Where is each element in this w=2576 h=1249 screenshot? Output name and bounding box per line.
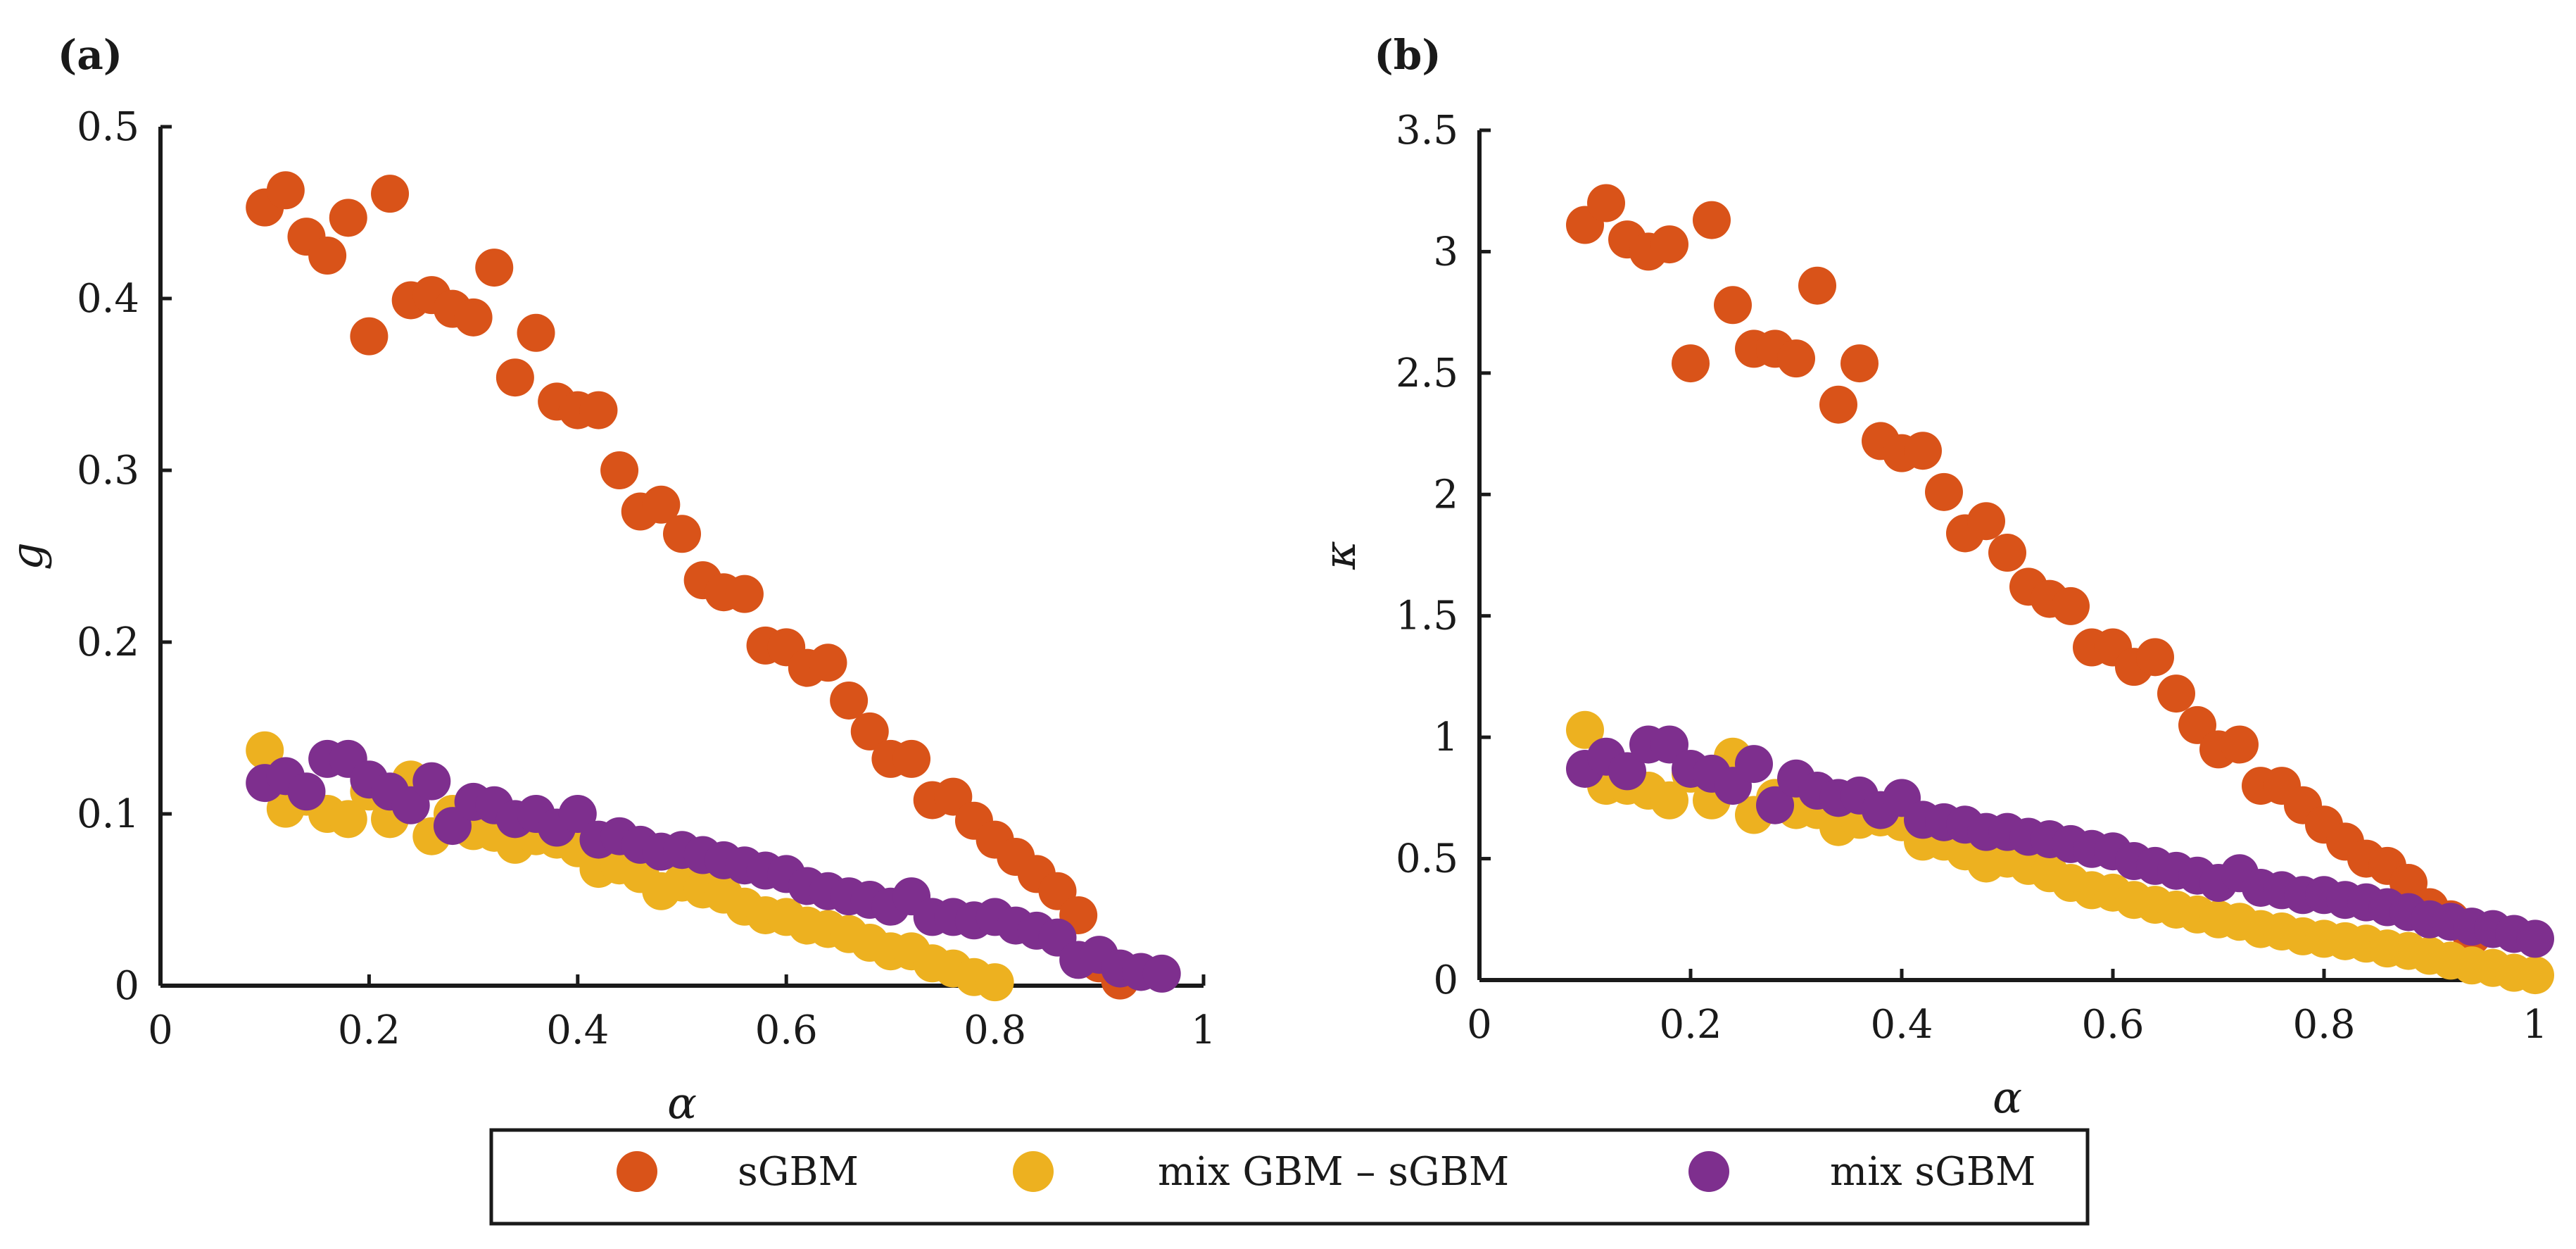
y-tick-label: 1.5 [1396,594,1458,639]
data-point-sgbm [2221,725,2259,764]
data-point-sgbm [517,313,555,352]
x-tick-label: 0.8 [964,1008,1026,1053]
data-point-mix-sgbm [287,772,326,811]
x-tick-label: 0.2 [338,1008,400,1053]
x-tick-label: 0.6 [755,1008,818,1053]
legend-label-mix-gbm-sgbm: mix GBM – sGBM [1158,1149,1509,1195]
data-point-sgbm [600,451,639,489]
data-point-sgbm [495,358,534,397]
x-tick-label: 0.4 [1870,1002,1933,1048]
data-point-sgbm [663,515,701,553]
data-point-sgbm [1693,201,1731,239]
data-point-mix-sgbm [1735,745,1773,784]
data-point-mix-gbm-sgbm [1566,710,1604,749]
data-point-sgbm [892,739,931,778]
legend: sGBM mix GBM – sGBM mix sGBM [489,1128,2090,1226]
data-point-sgbm [308,237,347,275]
x-axis-label: α [1993,1072,2022,1123]
legend-marker-mix-gbm-sgbm [1013,1151,1054,1192]
data-point-sgbm [850,712,889,751]
data-point-sgbm [2052,586,2090,625]
data-point-sgbm [1925,472,1963,511]
data-point-sgbm [1819,385,1857,424]
y-tick-label: 0 [114,963,139,1009]
data-point-mix-gbm-sgbm [1650,781,1688,820]
x-tick-label: 0.8 [2292,1002,2355,1048]
data-point-sgbm [329,199,367,237]
data-point-sgbm [1841,344,1879,383]
data-point-sgbm [2136,638,2174,677]
data-point-sgbm [809,644,847,682]
x-tick-label: 0.6 [2081,1002,2144,1048]
y-tick-label: 0.2 [77,620,139,665]
panel-a: 0 0.2 0.4 0.6 0.8 1 0 0.1 0.2 0.3 0.4 0.5 α g (a) [1,31,1216,1129]
data-point-mix-sgbm [1142,954,1181,993]
data-point-sgbm [350,317,389,356]
y-axis-label: g [1,542,53,570]
data-point-sgbm [1587,184,1625,222]
data-point-mix-sgbm [412,762,451,801]
panel-label: (b) [1374,31,1441,79]
data-point-mix-gbm-sgbm [246,731,284,770]
x-tick-label: 0 [1467,1002,1492,1048]
x-tick-label: 0.4 [546,1008,609,1053]
y-tick-label: 2 [1433,472,1458,517]
series-sgbm [246,171,1139,1000]
legend-label-mix-sgbm: mix sGBM [1830,1149,2035,1195]
data-point-sgbm [454,298,493,337]
y-tick-label: 0.5 [1396,836,1458,882]
data-point-mix-sgbm [2516,920,2554,958]
legend-box [489,1128,2090,1226]
x-axis-label: α [667,1077,697,1129]
data-point-sgbm [1967,502,2005,541]
series-mix-sgbm [1566,725,2554,958]
data-point-sgbm [1714,286,1752,325]
data-point-sgbm [830,681,869,720]
panel-label: (a) [58,31,122,79]
y-tick-label: 0.5 [77,104,139,150]
data-point-mix-sgbm [558,795,597,833]
x-tick-label: 0.2 [1659,1002,1722,1048]
x-tick-label: 1 [2523,1002,2548,1048]
legend-label-sgbm: sGBM [738,1149,859,1195]
data-point-sgbm [266,171,305,210]
y-tick-label: 1 [1433,715,1458,760]
panel-b: 0 0.2 0.4 0.6 0.8 1 0 0.5 1 1.5 2 2.5 3 3.5 α κ (b) [1314,31,2554,1123]
data-point-sgbm [725,575,764,613]
y-axis-label: κ [1314,541,1365,570]
x-tick-label: 0 [148,1008,173,1053]
data-point-sgbm [371,175,410,213]
data-point-mix-gbm-sgbm [976,963,1014,1002]
data-point-sgbm [1650,225,1688,264]
data-point-sgbm [2157,674,2195,713]
y-tick-label: 0.1 [77,791,139,837]
data-point-sgbm [1777,339,1815,378]
series-mix-sgbm [246,739,1181,993]
legend-marker-mix-sgbm [1688,1151,1729,1192]
data-point-sgbm [475,249,514,287]
y-tick-label: 3 [1433,229,1458,275]
y-tick-label: 0.3 [77,448,139,494]
data-point-sgbm [579,391,618,429]
data-point-sgbm [1904,432,1942,470]
data-point-mix-sgbm [1608,752,1646,791]
data-point-mix-gbm-sgbm [329,800,367,839]
data-point-sgbm [1672,344,1710,383]
data-point-sgbm [1988,534,2026,572]
legend-marker-sgbm [617,1151,657,1192]
data-point-mix-gbm-sgbm [2516,956,2554,995]
data-point-sgbm [642,485,681,524]
y-tick-label: 2.5 [1396,351,1458,396]
data-point-mix-sgbm [1756,786,1794,824]
y-tick-label: 3.5 [1396,108,1458,153]
y-tick-label: 0.4 [77,276,139,322]
data-point-sgbm [1798,266,1836,305]
x-tick-label: 1 [1191,1008,1216,1053]
y-tick-label: 0 [1433,958,1458,1003]
